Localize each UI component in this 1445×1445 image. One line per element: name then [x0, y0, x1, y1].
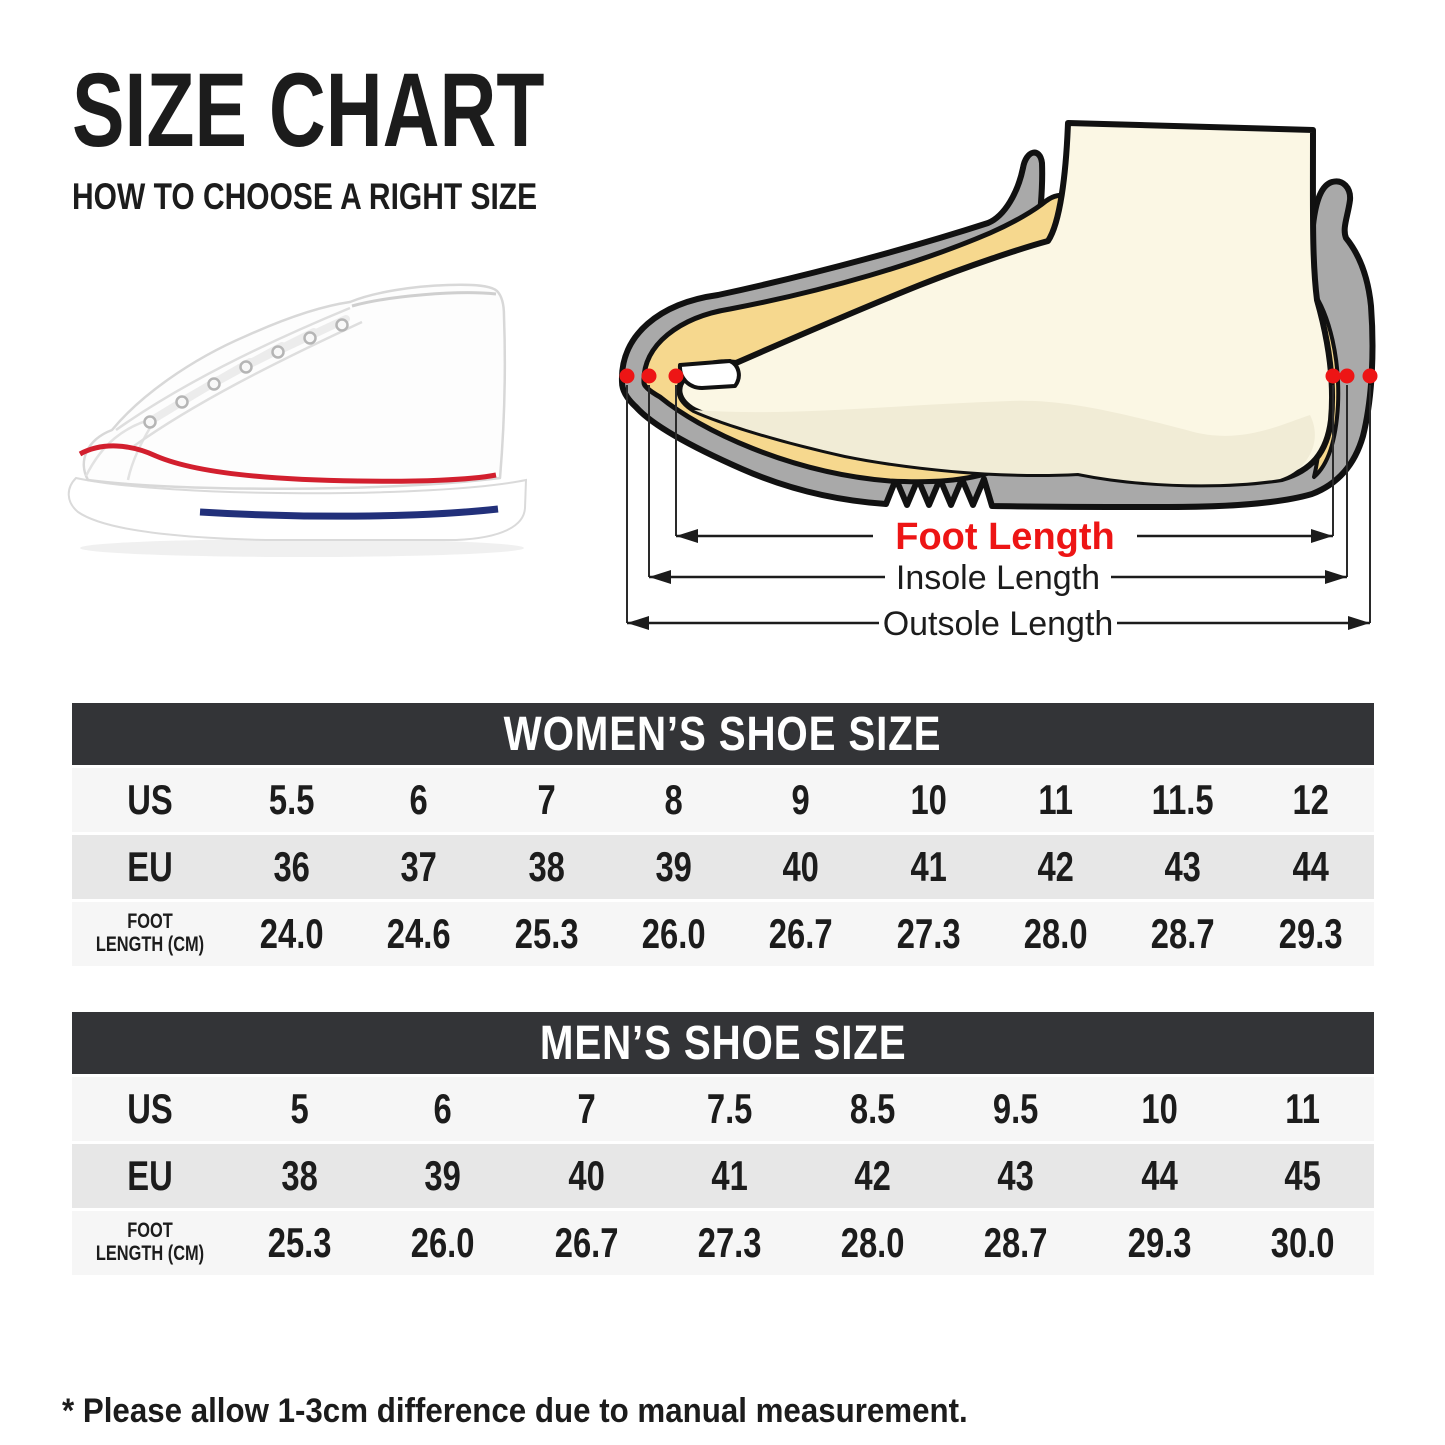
sneaker-red-stripe	[78, 443, 497, 484]
size-cell: 11.5	[1152, 776, 1214, 823]
size-cell: 28.7	[1151, 910, 1215, 957]
size-cell: 6	[433, 1085, 452, 1132]
size-cell: 24.6	[387, 910, 451, 957]
size-cell: 36	[273, 843, 310, 890]
size-cell: 26.0	[410, 1219, 475, 1266]
page-subtitle: HOW TO CHOOSE A RIGHT SIZE	[72, 175, 538, 217]
title-block: SIZE CHART HOW TO CHOOSE A RIGHT SIZE	[72, 52, 702, 218]
size-cell: 27.3	[697, 1219, 762, 1266]
size-cell: 28.0	[840, 1219, 905, 1266]
insole-length-label: Insole Length	[896, 559, 1100, 597]
size-cell: 42	[1037, 843, 1074, 890]
measurement-disclaimer: * Please allow 1-3cm difference due to m…	[62, 1392, 968, 1430]
size-cell: 9	[791, 776, 811, 823]
table-row-foot-length: FOOT LENGTH (CM) 24.0 24.6 25.3 26.0 26.…	[72, 902, 1374, 966]
womens-table-header: WOMEN’S SHOE SIZE	[72, 703, 1374, 765]
mens-table-title: MEN’S SHOE SIZE	[539, 1016, 907, 1070]
size-cell: 29.3	[1278, 910, 1343, 957]
page-title: SIZE CHART	[72, 52, 545, 169]
size-cell: 44	[1292, 843, 1329, 890]
foot-shading	[694, 400, 1315, 485]
size-cell: 7.5	[706, 1085, 753, 1132]
size-cell: 30.0	[1270, 1219, 1335, 1266]
size-cell: 11	[1038, 776, 1073, 823]
size-cell: 26.7	[769, 910, 833, 957]
womens-size-table: WOMEN’S SHOE SIZE US 5.5 6 7 8 9 10 11 1…	[72, 703, 1374, 966]
size-cell: 25.3	[514, 910, 579, 957]
foot-measurement-diagram: Foot Length Insole Length Outsole Length	[590, 95, 1410, 655]
size-cell: 42	[854, 1152, 891, 1199]
size-cell: 37	[400, 843, 438, 890]
size-cell: 12	[1292, 776, 1329, 823]
size-cell: 9.5	[993, 1085, 1039, 1132]
size-cell: 41	[711, 1152, 748, 1199]
table-row-foot-length: FOOT LENGTH (CM) 25.3 26.0 26.7 27.3 28.…	[72, 1211, 1374, 1275]
size-cell: 38	[528, 843, 565, 890]
size-cell: 26.7	[554, 1219, 619, 1266]
size-cell: 29.3	[1127, 1219, 1192, 1266]
size-cell: 38	[281, 1152, 318, 1199]
mens-table-header: MEN’S SHOE SIZE	[72, 1012, 1374, 1074]
size-cell: 10	[1140, 1085, 1178, 1132]
size-cell: 28.7	[983, 1219, 1048, 1266]
size-cell: 39	[655, 843, 692, 890]
size-cell: 11	[1285, 1085, 1320, 1132]
size-cell: 25.3	[267, 1219, 332, 1266]
size-cell: 43	[997, 1152, 1035, 1199]
size-cell: 10	[910, 776, 947, 823]
size-cell: 44	[1140, 1152, 1178, 1199]
size-cell: 26.0	[641, 910, 706, 957]
size-cell: 40	[782, 843, 820, 890]
table-row-us: US 5 6 7 7.5 8.5 9.5 10 11	[72, 1077, 1374, 1141]
size-cell: 5.5	[268, 776, 315, 823]
table-row-eu: EU 36 37 38 39 40 41 42 43 44	[72, 835, 1374, 899]
sneaker-eyelets	[143, 318, 349, 429]
size-cell: 7	[537, 776, 556, 823]
row-label: FOOT LENGTH (CM)	[95, 1219, 205, 1265]
sneaker-image	[58, 272, 540, 564]
outsole-length-label: Outsole Length	[883, 605, 1114, 643]
sneaker-illustration	[67, 283, 528, 557]
row-label: EU	[127, 843, 173, 890]
size-cell: 7	[577, 1085, 596, 1132]
foot-length-arrow: Foot Length	[676, 516, 1333, 558]
size-cell: 28.0	[1023, 910, 1088, 957]
row-label: US	[127, 1085, 173, 1132]
row-label: US	[127, 776, 173, 823]
insole-length-arrow: Insole Length	[649, 559, 1347, 597]
size-cell: 39	[424, 1152, 462, 1199]
size-cell: 5	[290, 1085, 309, 1132]
toenail-shape	[677, 359, 741, 390]
measurement-guide-lines	[626, 385, 1371, 623]
size-cell: 8	[664, 776, 683, 823]
outsole-length-arrow: Outsole Length	[627, 605, 1370, 643]
size-cell: 8.5	[849, 1085, 896, 1132]
sneaker-navy-stripe	[199, 505, 499, 520]
size-cell: 40	[567, 1152, 605, 1199]
size-cell: 43	[1164, 843, 1202, 890]
table-row-us: US 5.5 6 7 8 9 10 11 11.5 12	[72, 768, 1374, 832]
size-cell: 24.0	[259, 910, 324, 957]
foot-diagram-illustration: Foot Length Insole Length Outsole Length	[618, 120, 1378, 643]
mens-size-table: MEN’S SHOE SIZE US 5 6 7 7.5 8.5 9.5 10 …	[72, 1012, 1374, 1275]
size-cell: 45	[1284, 1152, 1321, 1199]
measurement-dots	[619, 368, 1378, 384]
foot-length-label: Foot Length	[895, 516, 1114, 558]
table-row-eu: EU 38 39 40 41 42 43 44 45	[72, 1144, 1374, 1208]
size-cell: 41	[910, 843, 947, 890]
womens-table-title: WOMEN’S SHOE SIZE	[504, 707, 942, 761]
row-label: FOOT LENGTH (CM)	[95, 910, 205, 956]
size-cell: 27.3	[896, 910, 961, 957]
row-label: EU	[127, 1152, 173, 1199]
size-cell: 6	[409, 776, 429, 823]
